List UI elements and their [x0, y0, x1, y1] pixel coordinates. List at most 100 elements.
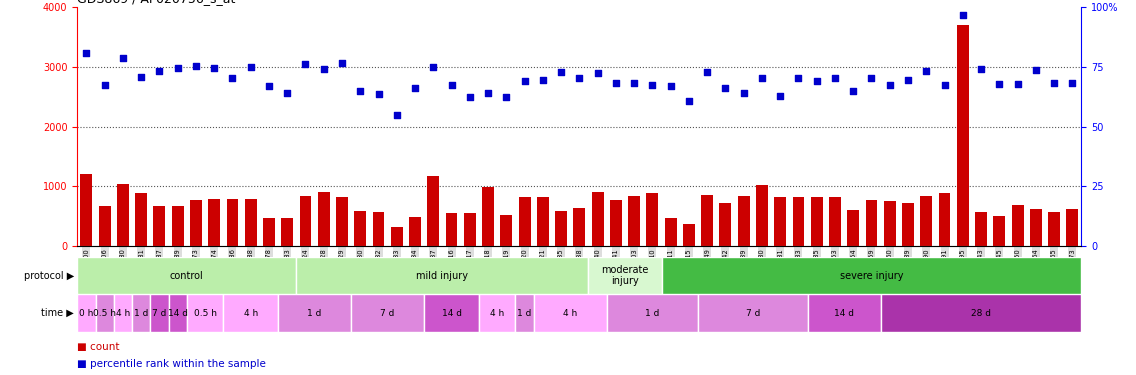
- Bar: [427, 176, 440, 246]
- Point: [790, 75, 808, 81]
- Point: [224, 75, 242, 81]
- Text: 14 d: 14 d: [442, 309, 461, 318]
- Point: [954, 12, 972, 18]
- Point: [862, 75, 880, 81]
- Bar: [77, 257, 296, 294]
- Bar: [588, 257, 661, 294]
- Bar: [296, 257, 588, 294]
- Point: [607, 80, 625, 86]
- Point: [369, 92, 387, 98]
- Bar: [1067, 209, 1078, 246]
- Point: [1027, 67, 1045, 73]
- Text: 7 d: 7 d: [745, 309, 760, 318]
- Point: [1009, 81, 1027, 87]
- Text: protocol ▶: protocol ▶: [24, 271, 74, 280]
- Bar: [99, 206, 110, 246]
- Bar: [500, 215, 512, 246]
- Point: [552, 69, 570, 75]
- Text: 14 d: 14 d: [834, 309, 854, 318]
- Bar: [592, 192, 603, 246]
- Text: 4 h: 4 h: [490, 309, 504, 318]
- Point: [278, 90, 296, 96]
- Bar: [282, 217, 293, 246]
- Point: [333, 60, 351, 66]
- Text: 4 h: 4 h: [563, 309, 577, 318]
- Bar: [829, 197, 841, 246]
- Bar: [938, 193, 951, 246]
- Bar: [351, 294, 424, 332]
- Point: [1063, 80, 1081, 86]
- Bar: [186, 294, 224, 332]
- Text: 7 d: 7 d: [152, 309, 167, 318]
- Point: [461, 94, 479, 100]
- Bar: [391, 226, 402, 246]
- Bar: [683, 224, 695, 246]
- Point: [206, 64, 224, 70]
- Point: [498, 94, 516, 100]
- Text: 28 d: 28 d: [971, 309, 991, 318]
- Point: [132, 74, 150, 80]
- Point: [77, 50, 95, 56]
- Point: [826, 75, 844, 81]
- Text: 1 d: 1 d: [134, 309, 149, 318]
- Bar: [354, 210, 366, 246]
- Text: control: control: [170, 271, 203, 280]
- Text: mild injury: mild injury: [417, 271, 468, 280]
- Text: moderate
injury: moderate injury: [601, 265, 649, 286]
- Point: [643, 82, 661, 88]
- Point: [168, 65, 186, 71]
- Point: [442, 82, 460, 88]
- Bar: [244, 199, 257, 246]
- Bar: [737, 196, 750, 246]
- Point: [935, 82, 953, 88]
- Bar: [409, 217, 421, 246]
- Text: time ▶: time ▶: [41, 308, 74, 318]
- Point: [717, 86, 735, 92]
- Bar: [610, 200, 621, 246]
- Bar: [1049, 212, 1060, 246]
- Bar: [373, 212, 384, 246]
- Text: 7 d: 7 d: [381, 309, 395, 318]
- Bar: [77, 294, 95, 332]
- Bar: [190, 200, 202, 246]
- Text: GDS869 / AF020756_s_at: GDS869 / AF020756_s_at: [77, 0, 235, 5]
- Text: 1 d: 1 d: [645, 309, 660, 318]
- Text: severe injury: severe injury: [840, 271, 903, 280]
- Point: [588, 70, 607, 76]
- Bar: [482, 187, 494, 246]
- Point: [625, 80, 643, 86]
- Bar: [719, 203, 732, 246]
- Point: [114, 54, 132, 60]
- Point: [570, 75, 588, 81]
- Bar: [336, 197, 348, 246]
- Bar: [479, 294, 516, 332]
- Point: [808, 78, 826, 84]
- Bar: [153, 206, 166, 246]
- Bar: [884, 201, 895, 246]
- Point: [186, 63, 204, 69]
- Bar: [957, 26, 969, 246]
- Bar: [847, 210, 859, 246]
- Bar: [208, 199, 220, 246]
- Bar: [81, 174, 92, 246]
- Point: [661, 83, 679, 89]
- Bar: [808, 294, 880, 332]
- Bar: [168, 294, 186, 332]
- Bar: [993, 216, 1005, 246]
- Bar: [880, 294, 1081, 332]
- Point: [95, 82, 114, 88]
- Bar: [278, 294, 351, 332]
- Bar: [607, 294, 698, 332]
- Bar: [574, 207, 585, 246]
- Bar: [135, 193, 147, 246]
- Bar: [519, 197, 531, 246]
- Point: [315, 66, 333, 72]
- Text: 1 d: 1 d: [517, 309, 532, 318]
- Text: 4 h: 4 h: [116, 309, 130, 318]
- Point: [424, 64, 442, 70]
- Point: [844, 88, 862, 94]
- Bar: [811, 197, 822, 246]
- Point: [479, 90, 498, 96]
- Bar: [463, 213, 476, 246]
- Text: 0.5 h: 0.5 h: [193, 309, 217, 318]
